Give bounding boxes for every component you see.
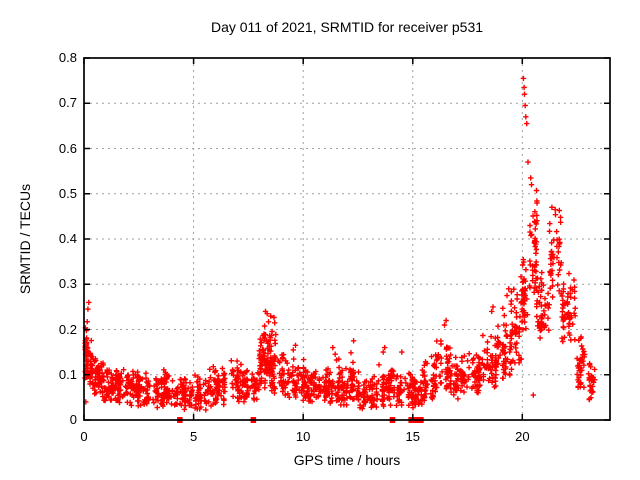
y-tick-label: 0 bbox=[69, 412, 77, 427]
chart-title: Day 011 of 2021, SRMTID for receiver p53… bbox=[210, 19, 484, 35]
y-tick-label: 0.4 bbox=[58, 231, 77, 246]
y-tick-label: 0.3 bbox=[58, 276, 77, 292]
y-tick-label: 0.7 bbox=[58, 95, 77, 111]
axis-ticks bbox=[83, 57, 610, 421]
y-tick-label: 0.5 bbox=[58, 185, 77, 201]
x-axis-label: GPS time / hours bbox=[293, 452, 401, 468]
x-tick-label: 10 bbox=[295, 429, 311, 444]
x-tick-label: 5 bbox=[189, 429, 198, 444]
scatter-points bbox=[82, 75, 598, 413]
grid-lines bbox=[84, 58, 610, 420]
y-tick-label: 0.2 bbox=[58, 321, 77, 337]
y-tick-label: 0.8 bbox=[58, 50, 77, 65]
y-tick-label: 0.1 bbox=[58, 366, 77, 382]
x-tick-label: 15 bbox=[405, 429, 420, 444]
y-tick-label: 0.6 bbox=[58, 140, 77, 156]
y-axis-label: SRMTID / TECUs bbox=[17, 183, 33, 295]
x-tick-label: 0 bbox=[80, 429, 88, 444]
x-tick-label: 20 bbox=[515, 429, 530, 444]
